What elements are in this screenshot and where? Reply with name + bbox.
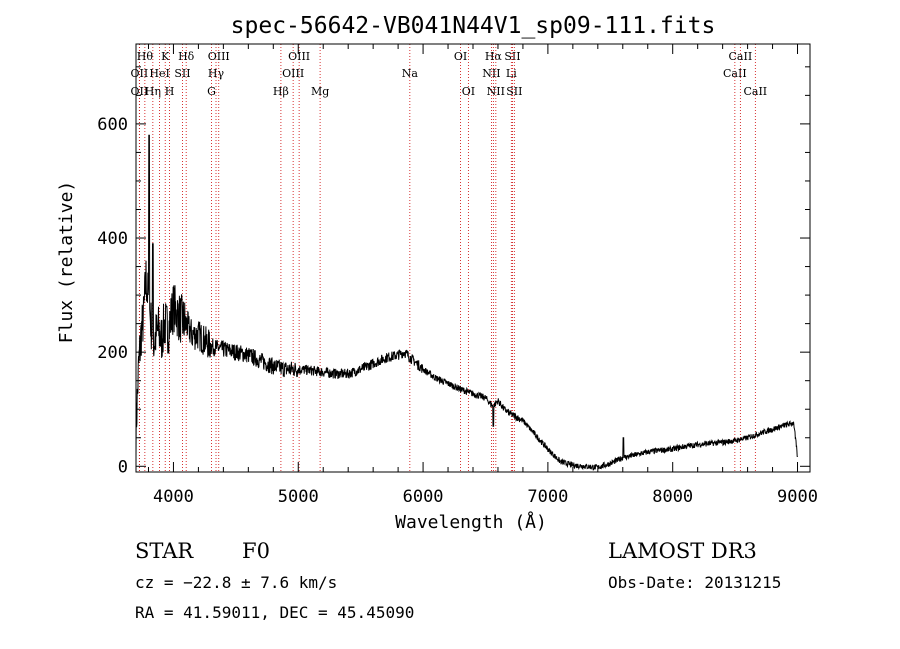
marker-label: CaII <box>729 50 753 63</box>
redshift-cz: cz = −22.8 ± 7.6 km/s <box>135 573 338 592</box>
marker-label: Hγ <box>208 67 225 80</box>
line-markers: OII OII Hθ Hη HeI K H SII Hδ G Hγ OIII Hβ OIII OIII Mg N… <box>131 44 767 472</box>
marker-label: NII <box>482 67 500 80</box>
x-axis-label: Wavelength (Å) <box>395 511 547 533</box>
x-tick-label: 8000 <box>652 487 693 507</box>
marker-label: H <box>165 85 175 98</box>
marker-label: OII <box>131 67 149 80</box>
marker-label: SII <box>504 50 520 63</box>
marker-label: OI <box>462 85 475 98</box>
marker-label: CaII <box>723 67 747 80</box>
survey-name: LAMOST DR3 <box>608 539 757 563</box>
x-tick-label: 5000 <box>278 487 319 507</box>
x-tick-label: 4000 <box>153 487 194 507</box>
marker-label: Na <box>402 67 419 80</box>
marker-label: CaII <box>743 85 767 98</box>
y-tick-label: 400 <box>97 229 128 249</box>
x-tick-label: 6000 <box>403 487 444 507</box>
marker-label: OIII <box>282 67 304 80</box>
marker-label: OIII <box>208 50 230 63</box>
y-axis-label: Flux (relative) <box>56 181 77 344</box>
marker-label: Hθ <box>137 50 154 63</box>
marker-label: SII <box>506 85 522 98</box>
marker-label: G <box>207 85 216 98</box>
obs-date: Obs-Date: 20131215 <box>608 573 782 592</box>
y-tick-label: 200 <box>97 343 128 363</box>
marker-label: Hη <box>145 85 161 98</box>
plot-frame <box>135 43 811 473</box>
marker-label: Hδ <box>178 50 195 63</box>
x-tick-label: 9000 <box>777 487 818 507</box>
marker-label: OI <box>454 50 467 63</box>
object-subclass: F0 <box>242 539 270 563</box>
axis-ticks: 4000 5000 6000 7000 8000 9000 0 200 400 600 <box>97 44 818 507</box>
marker-label: OIII <box>288 50 310 63</box>
marker-label: Hβ <box>273 85 289 98</box>
marker-label: SII <box>174 67 190 80</box>
y-tick-label: 0 <box>118 457 128 477</box>
coordinates: RA = 41.59011, DEC = 45.45090 <box>135 603 415 622</box>
marker-label: NII <box>487 85 505 98</box>
marker-label: HeI <box>149 67 169 80</box>
x-tick-label: 7000 <box>527 487 568 507</box>
marker-label: Li <box>506 67 517 80</box>
y-tick-label: 600 <box>97 115 128 135</box>
marker-label: K <box>161 50 170 63</box>
marker-label: Hα <box>485 50 503 63</box>
object-type: STAR <box>135 539 194 563</box>
marker-label: Mg <box>311 85 329 98</box>
spectrum-line <box>135 134 798 471</box>
chart-title: spec-56642-VB041N44V1_sp09-111.fits <box>231 13 716 39</box>
marker-label: OII <box>131 85 149 98</box>
